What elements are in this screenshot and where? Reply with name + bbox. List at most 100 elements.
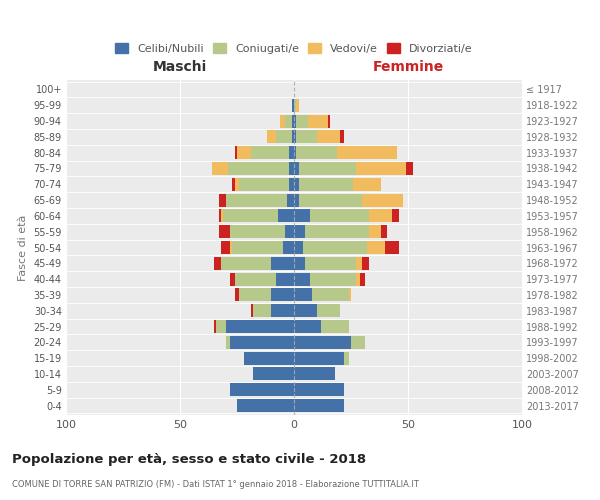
Bar [276, 130, 292, 143]
Bar [226, 336, 230, 349]
Bar [299, 162, 356, 175]
Bar [292, 99, 294, 112]
Bar [276, 272, 294, 285]
Bar [294, 368, 335, 380]
Bar [305, 225, 369, 238]
Bar [294, 114, 296, 128]
Bar [287, 194, 294, 206]
Bar [294, 383, 344, 396]
Bar [289, 146, 294, 159]
Bar [312, 288, 349, 302]
Bar [230, 241, 232, 254]
Bar [356, 257, 362, 270]
Bar [219, 194, 226, 206]
Bar [221, 210, 223, 222]
Bar [303, 241, 367, 254]
Bar [232, 178, 235, 191]
Bar [219, 225, 230, 238]
Bar [294, 194, 299, 206]
Bar [251, 146, 289, 159]
Bar [299, 178, 353, 191]
Bar [239, 288, 271, 302]
Bar [328, 114, 331, 128]
Bar [362, 194, 403, 206]
Bar [369, 210, 392, 222]
Bar [385, 241, 399, 254]
Bar [294, 210, 310, 222]
Bar [285, 114, 292, 128]
Bar [294, 320, 322, 333]
Bar [294, 272, 310, 285]
Bar [294, 304, 317, 317]
Bar [356, 272, 360, 285]
Bar [380, 225, 388, 238]
Text: Maschi: Maschi [153, 60, 207, 74]
Bar [294, 288, 312, 302]
Bar [237, 146, 251, 159]
Bar [230, 225, 285, 238]
Bar [221, 257, 271, 270]
Bar [289, 178, 294, 191]
Bar [317, 304, 340, 317]
Bar [344, 352, 349, 364]
Bar [294, 399, 344, 412]
Legend: Celibi/Nubili, Coniugati/e, Vedovi/e, Divorziati/e: Celibi/Nubili, Coniugati/e, Vedovi/e, Di… [111, 38, 477, 58]
Bar [349, 288, 351, 302]
Bar [294, 130, 296, 143]
Bar [340, 130, 344, 143]
Bar [392, 210, 399, 222]
Bar [285, 225, 294, 238]
Bar [280, 114, 285, 128]
Bar [237, 399, 294, 412]
Bar [217, 320, 226, 333]
Bar [289, 162, 294, 175]
Bar [214, 257, 221, 270]
Bar [228, 162, 289, 175]
Text: COMUNE DI TORRE SAN PATRIZIO (FM) - Dati ISTAT 1° gennaio 2018 - Elaborazione TU: COMUNE DI TORRE SAN PATRIZIO (FM) - Dati… [12, 480, 419, 489]
Bar [351, 336, 365, 349]
Bar [294, 352, 344, 364]
Bar [294, 99, 296, 112]
Bar [299, 194, 362, 206]
Bar [406, 162, 413, 175]
Bar [230, 383, 294, 396]
Bar [219, 210, 221, 222]
Bar [322, 320, 349, 333]
Bar [356, 162, 406, 175]
Bar [226, 320, 294, 333]
Bar [296, 114, 308, 128]
Bar [369, 225, 380, 238]
Bar [235, 178, 239, 191]
Bar [226, 194, 287, 206]
Bar [294, 178, 299, 191]
Bar [230, 336, 294, 349]
Bar [271, 288, 294, 302]
Text: Femmine: Femmine [373, 60, 443, 74]
Bar [294, 241, 303, 254]
Bar [294, 336, 351, 349]
Bar [294, 146, 296, 159]
Bar [337, 146, 397, 159]
Y-axis label: Anni di nascita: Anni di nascita [598, 206, 600, 289]
Bar [353, 178, 380, 191]
Bar [266, 130, 276, 143]
Bar [292, 114, 294, 128]
Bar [221, 241, 230, 254]
Y-axis label: Fasce di età: Fasce di età [18, 214, 28, 280]
Bar [223, 210, 278, 222]
Bar [235, 146, 237, 159]
Bar [294, 225, 305, 238]
Bar [230, 272, 235, 285]
Bar [239, 178, 289, 191]
Bar [253, 368, 294, 380]
Bar [310, 272, 356, 285]
Bar [214, 320, 217, 333]
Bar [294, 162, 299, 175]
Bar [235, 288, 239, 302]
Bar [292, 130, 294, 143]
Bar [362, 257, 369, 270]
Bar [305, 257, 356, 270]
Bar [296, 130, 317, 143]
Bar [283, 241, 294, 254]
Bar [360, 272, 365, 285]
